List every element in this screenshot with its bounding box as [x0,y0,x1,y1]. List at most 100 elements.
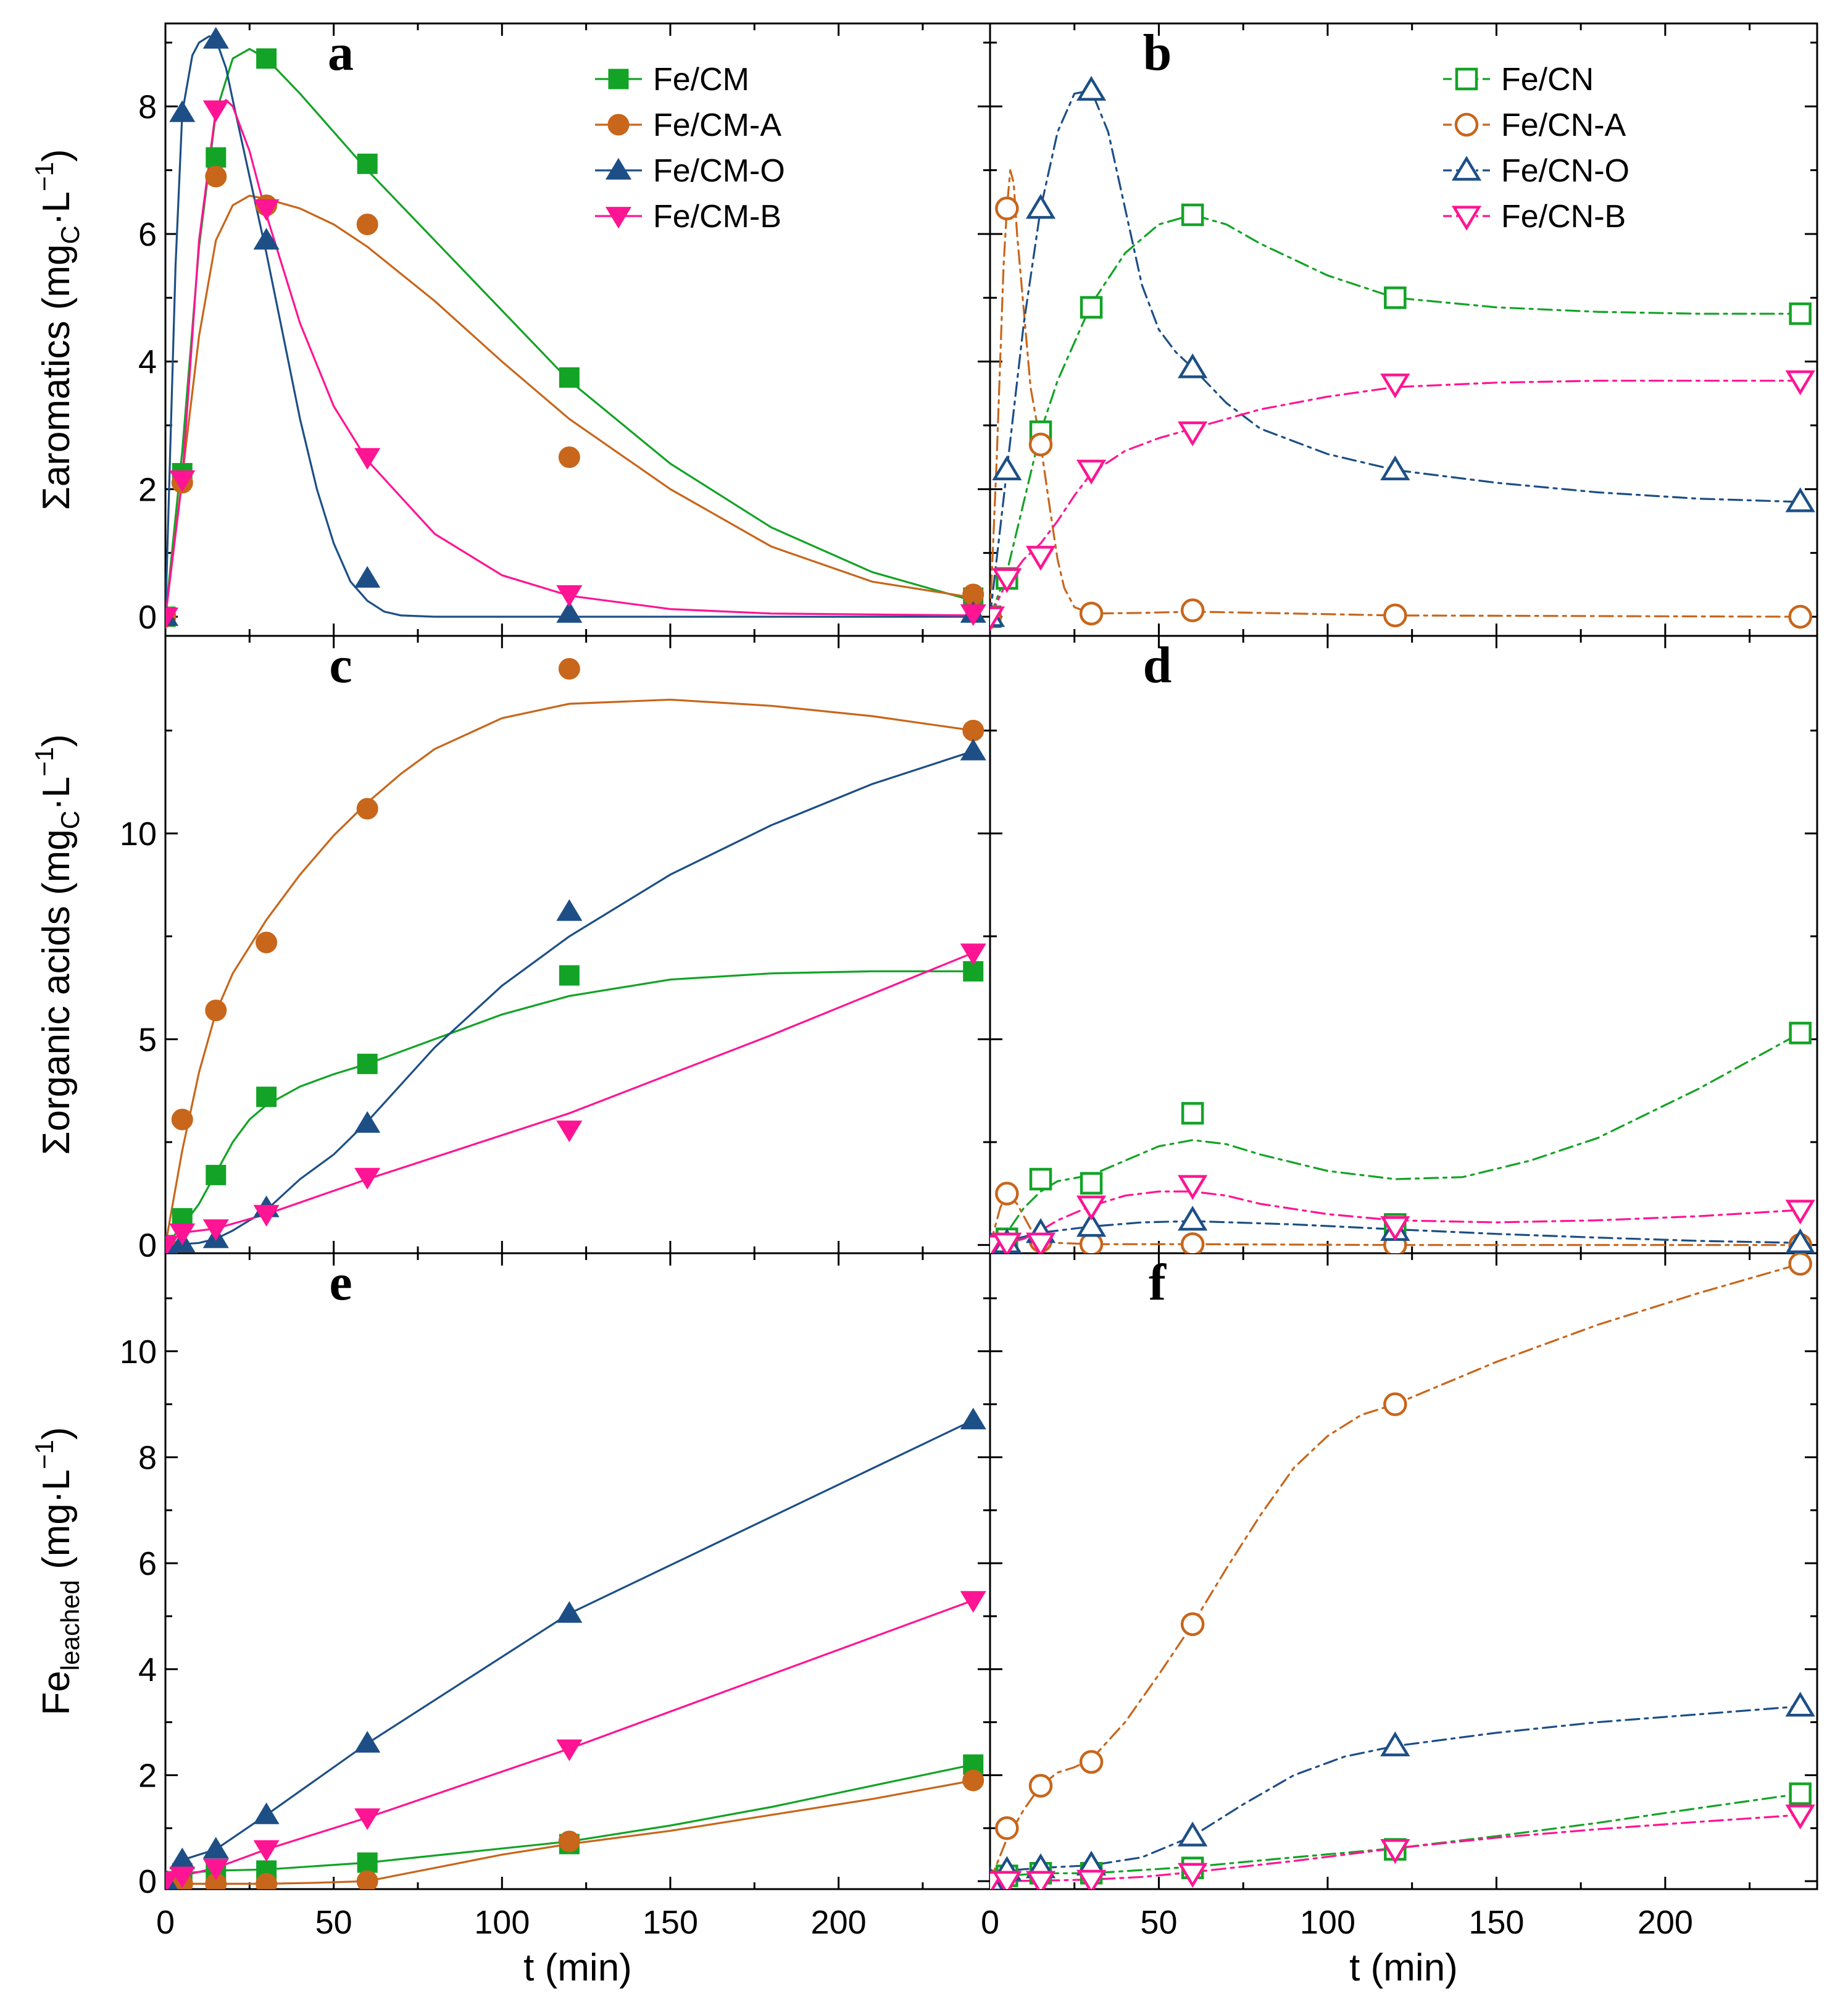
panel-f-series-fe-cn-a-point-1 [995,1816,1019,1840]
panel-f-xtick-label-50: 50 [1140,1904,1177,1941]
y-axis-title-row3-sup: −1 [30,1440,59,1469]
panel-d-plot-area [990,1022,1815,1253]
panel-b-series-fe-cn-o-line [990,89,1802,618]
panel-b-series-fe-cn-a-point-6 [1788,604,1812,629]
panel-e-frame [164,1252,991,1890]
panel-f: 0 50 100 150 200 f [981,1253,1817,1941]
panel-e-xtick-label-100: 100 [474,1904,530,1941]
panel-a-series-fe-cm-o-point-2 [202,27,229,49]
y-axis-title-row2: Σorganic acids (mgC·L−1) [30,734,85,1155]
panel-d-series-fe-cn-o-point-3 [1076,1212,1107,1237]
panel-c-series-fe-cm-o-point-4 [354,1111,381,1133]
panel-e-series-fe-cm-o-line [165,1419,975,1882]
panel-a-series-fe-cm-b-point-1 [169,470,196,493]
panel-d-series-fe-cn-b-point-4 [1178,1175,1208,1200]
panel-a-ytick-label-0: 0 [138,599,157,636]
panel-c-series-fe-cm-a-point-3 [256,932,278,954]
legend-fe-cn-marker [1455,67,1478,91]
panel-c-series-fe-cm-b-point-0 [165,1235,179,1253]
panel-a-series-fe-cm-o-point-4 [354,565,381,588]
panel-d-series-fe-cn-line [990,1032,1802,1246]
panel-a-series-fe-cm-a-point-2 [205,165,227,188]
panel-a-series-fe-cm-o-point-1 [169,100,196,122]
panel-e-series-fe-cm-o-point-4 [354,1730,381,1753]
y-axis-title-row3-sub: leached [56,1580,85,1671]
panel-e-series-fe-cm-point-6 [963,1754,984,1775]
panel-a-legend: Fe/CM Fe/CM-A Fe/CM-O Fe/CM-B [595,62,785,235]
panel-a-series-fe-cm-b-point-3 [253,199,280,221]
panel-e-ytick-label-2: 2 [138,1757,157,1794]
panel-a-series-fe-cm-o-point-5 [556,601,583,623]
panel-a-series-fe-cm-b-point-2 [202,100,229,122]
panel-f-series-fe-cn-line [990,1792,1802,1882]
panel-a: 0 2 4 6 8 a Fe/CM Fe/CM-A Fe/CM-O Fe/CM-B [138,23,990,636]
legend-fe-cm-b-marker [605,207,632,229]
panel-e-series-fe-cm-b-point-0 [165,1872,179,1889]
panel-a-series-fe-cm-point-5 [559,367,580,388]
panel-f-series-fe-cn-b-point-2 [1025,1871,1056,1889]
panel-c-series-fe-cm-point-5 [559,965,580,986]
panel-e-series-fe-cm-b-point-2 [202,1858,229,1880]
y-axis-title-row1-sup: −1 [30,162,59,191]
y-axis-title-row1-prefix: Σaromatics (mg [35,244,78,510]
panel-a-frame [164,22,991,637]
legend-fe-cm-a-label: Fe/CM-A [653,107,781,143]
legend-fe-cn-b-label: Fe/CN-B [1501,199,1626,235]
panel-e-series-fe-cm-line [165,1763,975,1882]
panel-f-frame [989,1252,1818,1890]
panel-e-ytick-label-6: 6 [138,1545,157,1582]
panel-f-letter: f [1149,1254,1167,1311]
panel-e-ticks [165,1253,990,1889]
panel-d-series-fe-cn-b-point-1 [992,1232,1022,1253]
panel-c-series-fe-cm-b-point-3 [253,1204,280,1227]
panel-c-series-fe-cm-b-point-4 [354,1167,381,1190]
panel-c-series-fe-cm-b-point-1 [169,1223,196,1245]
panel-f-xtick-label-150: 150 [1468,1904,1524,1941]
panel-f-series-fe-cn-a-point-4 [1180,1612,1205,1637]
panel-c-ytick-label-5: 5 [138,1021,157,1058]
panel-d-series-fe-cn-point-2 [1029,1167,1052,1191]
panel-b: b Fe/CN Fe/CN-A Fe/CN-O Fe/CN-B [990,23,1817,636]
y-axis-title-row1-mid: ·L [35,191,78,225]
x-axis-title-left: t (min) [523,1947,632,1989]
panel-f-series-fe-cn-o-point-5 [1380,1731,1410,1756]
panel-e-series-fe-cm-a-point-3 [256,1872,278,1889]
panel-b-series-fe-cn-b-point-5 [1380,374,1410,399]
panel-b-frame [989,22,1818,637]
panel-f-series-fe-cn-b-line [990,1814,1802,1882]
panel-e-series-fe-cm-b-point-5 [556,1739,583,1761]
panel-d: d [990,636,1817,1253]
panel-b-series-fe-cn-b-point-6 [1785,370,1815,396]
legend-fe-cn-a-marker [1454,112,1479,137]
panel-f-series-fe-cn-a-point-2 [1028,1774,1053,1798]
panel-d-series-fe-cn-b-point-5 [1380,1216,1410,1242]
y-axis-title-row1-sub: C [56,225,85,244]
panel-f-series-fe-cn-point-6 [1789,1782,1812,1805]
panel-f-series-fe-cn-b-point-3 [1076,1869,1107,1889]
panel-c-frame [164,635,991,1254]
panel-b-ticks [990,23,1817,636]
panel-f-xtick-label-0: 0 [981,1904,999,1941]
panel-b-series-fe-cn-point-4 [1181,203,1204,227]
panel-f-xtick-label-100: 100 [1300,1904,1355,1941]
panel-c-series-fe-cm-b-point-6 [960,943,986,966]
panel-e-plot-area [165,1408,986,1889]
panel-a-ytick-label-4: 4 [138,344,157,381]
panel-a-series-fe-cm-b-point-4 [354,448,381,470]
panel-c-series-fe-cm-point-3 [256,1087,277,1108]
panel-f-series-fe-cn-a-point-5 [1383,1392,1407,1416]
panel-b-series-fe-cn-b-point-2 [1025,546,1056,571]
y-axis-title-row3-mid: (mg·L [35,1469,78,1580]
panel-d-frame [989,635,1818,1254]
panel-d-series-fe-cn-b-point-6 [1785,1200,1815,1225]
panel-c-series-fe-cm-b-point-2 [202,1219,229,1242]
panel-b-series-fe-cn-a-point-4 [1180,598,1205,622]
panel-e-series-fe-cm-o-point-3 [253,1802,280,1824]
panel-b-series-fe-cn-o-point-5 [1380,455,1410,480]
panel-b-series-fe-cn-b-point-4 [1178,421,1208,446]
legend-fe-cm-o-label: Fe/CM-O [653,153,785,189]
y-axis-title-row2-prefix: Σorganic acids (mg [35,829,78,1155]
panel-a-ytick-label-2: 2 [138,471,157,508]
panel-b-series-fe-cn-o-point-2 [1025,194,1056,219]
panel-e-series-fe-cm-o-point-6 [960,1408,986,1430]
